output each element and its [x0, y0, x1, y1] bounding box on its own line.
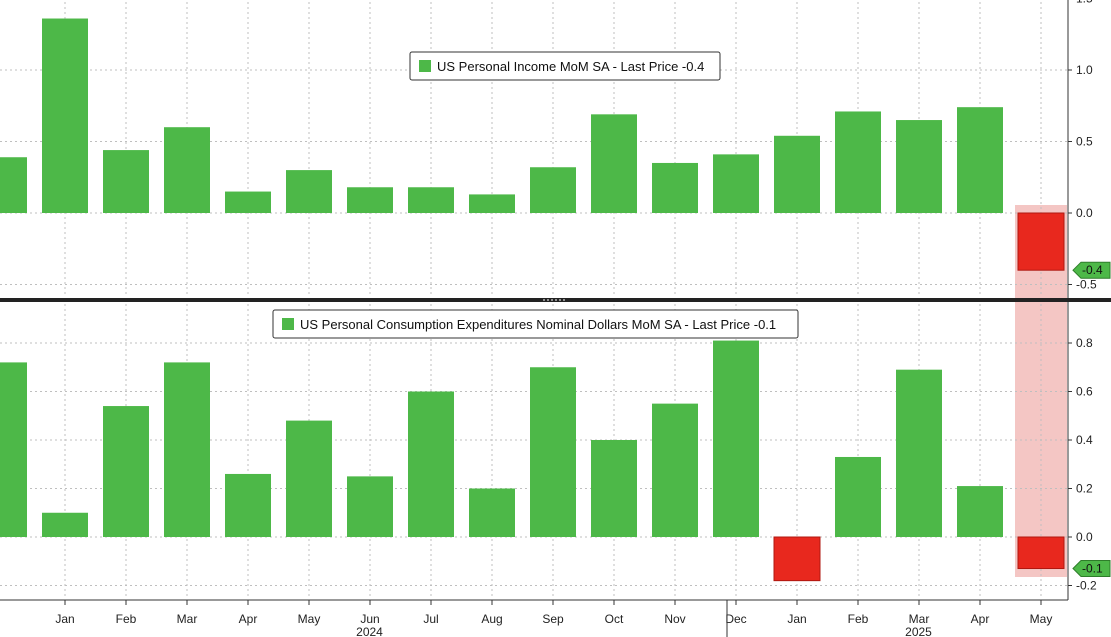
y-tick-label: -0.2: [1076, 579, 1097, 593]
legend: US Personal Income MoM SA - Last Price -…: [409, 51, 721, 81]
x-tick-label: Jul: [423, 612, 438, 626]
legend-swatch: [282, 318, 294, 330]
bar-oct: [591, 114, 637, 213]
bar-mar: [164, 362, 210, 537]
x-tick-label: Mar: [177, 612, 198, 626]
y-tick-label: 0.4: [1076, 433, 1093, 447]
bars: [0, 18, 1065, 582]
y-tick-label: 1.5: [1076, 0, 1093, 6]
x-tick-label: Dec: [725, 612, 746, 626]
bar-oct: [591, 440, 637, 537]
y-tick-label: 0.8: [1076, 336, 1093, 350]
x-tick-label: Nov: [664, 612, 685, 626]
bar-jun: [347, 187, 393, 213]
y-tick-label: 1.0: [1076, 63, 1093, 77]
bar-dec: [0, 157, 27, 213]
bar-jul: [408, 391, 454, 537]
last-value-label: -0.1: [1082, 562, 1103, 576]
bar-dec: [0, 362, 27, 537]
bar-mar: [896, 369, 942, 537]
x-tick-label: Apr: [239, 612, 258, 626]
year-label: 2024: [356, 625, 383, 637]
bar-dec: [713, 154, 759, 213]
x-tick-label: Jan: [787, 612, 806, 626]
y-tick-label: 0.2: [1076, 482, 1093, 496]
bar-apr: [957, 486, 1003, 537]
x-tick-label: Mar: [909, 612, 930, 626]
bar-jan: [774, 135, 820, 213]
legend-label: US Personal Consumption Expenditures Nom…: [300, 317, 776, 332]
bar-jan: [42, 512, 88, 537]
x-tick-label: May: [1030, 612, 1053, 626]
x-tick-label: Oct: [605, 612, 624, 626]
bar-feb: [835, 456, 881, 537]
legends: US Personal Income MoM SA - Last Price -…: [272, 51, 799, 339]
bar-jun: [347, 476, 393, 537]
bar-jan: [773, 536, 821, 582]
legend-swatch: [419, 60, 431, 72]
bar-aug: [469, 194, 515, 213]
y-tick-label: 0.0: [1076, 530, 1093, 544]
y-tick-label: -0.5: [1076, 278, 1097, 292]
bar-apr: [225, 191, 271, 213]
bar-may: [1017, 536, 1065, 570]
x-tick-label: Apr: [971, 612, 990, 626]
year-label: 2025: [905, 625, 932, 637]
bar-mar: [896, 120, 942, 213]
bar-apr: [225, 473, 271, 537]
bar-sep: [530, 367, 576, 537]
bar-apr: [957, 107, 1003, 213]
bar-may: [286, 420, 332, 537]
legend-label: US Personal Income MoM SA - Last Price -…: [437, 59, 704, 74]
bar-aug: [469, 488, 515, 537]
x-tick-label: Jan: [55, 612, 74, 626]
bar-may: [286, 170, 332, 213]
x-tick-label: May: [298, 612, 321, 626]
x-tick-label: Aug: [481, 612, 502, 626]
last-value-tag: -0.1: [1072, 560, 1111, 578]
bar-feb: [835, 111, 881, 213]
x-tick-label: Sep: [542, 612, 564, 626]
bar-mar: [164, 127, 210, 213]
bar-nov: [652, 162, 698, 213]
legend: US Personal Consumption Expenditures Nom…: [272, 309, 799, 339]
x-tick-label: Feb: [116, 612, 137, 626]
bar-sep: [530, 167, 576, 213]
x-tick-label: Jun: [360, 612, 379, 626]
bar-feb: [103, 150, 149, 213]
x-tick-label: Feb: [848, 612, 869, 626]
bar-dec: [713, 340, 759, 537]
y-tick-label: 0.5: [1076, 135, 1093, 149]
y-tick-label: 0.6: [1076, 385, 1093, 399]
bar-jul: [408, 187, 454, 213]
last-value-label: -0.4: [1082, 263, 1103, 277]
bar-feb: [103, 406, 149, 537]
last-value-tag: -0.4: [1072, 261, 1111, 279]
bar-nov: [652, 403, 698, 537]
bar-jan: [42, 18, 88, 213]
y-tick-label: 0.0: [1076, 206, 1093, 220]
bar-may: [1017, 212, 1065, 271]
